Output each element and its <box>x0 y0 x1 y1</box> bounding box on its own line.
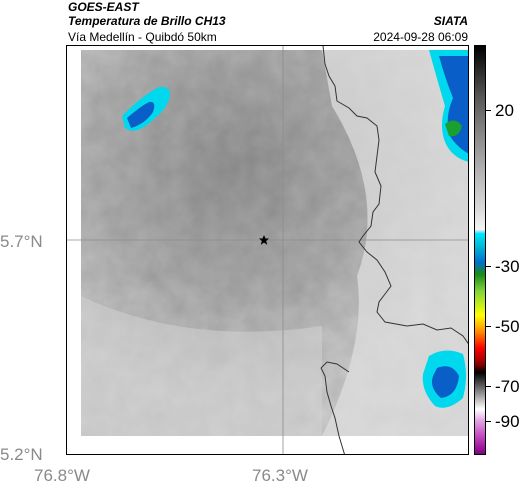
department-boundary-spur <box>320 361 350 373</box>
department-boundary-south <box>320 367 345 454</box>
cold-cloud-se <box>422 350 466 408</box>
colorbar-tick <box>486 266 491 267</box>
colorbar <box>474 45 486 455</box>
cold-cloud-ne <box>429 50 468 162</box>
colorbar-tick <box>486 386 491 387</box>
colorbar-tick <box>486 110 491 111</box>
satellite-map[interactable] <box>66 45 469 455</box>
department-boundary-north <box>322 46 468 345</box>
cold-cloud-nw <box>122 86 170 131</box>
colorbar-label-20: 20 <box>495 101 514 120</box>
clear-region <box>322 50 468 436</box>
timestamp-label: 2024-09-28 06:09 <box>373 30 468 44</box>
star-icon <box>259 235 269 245</box>
lon-label-76-8: 76.8°W <box>34 466 90 485</box>
product-title: Temperatura de Brillo CH13 <box>68 14 226 28</box>
lat-label-5-7: 5.7°N <box>0 232 43 251</box>
colorbar-label-minus30: -30 <box>495 257 520 276</box>
lat-label-5-2: 5.2°N <box>0 445 43 464</box>
map-canvas <box>67 46 468 454</box>
colorbar-label-minus50: -50 <box>495 317 520 336</box>
lon-label-76-3: 76.3°W <box>252 466 308 485</box>
colorbar-label-minus70: -70 <box>495 377 520 396</box>
colorbar-tick <box>486 421 491 422</box>
clear-region-south <box>81 296 322 436</box>
route-subtitle: Vía Medellín - Quibdó 50km <box>68 30 217 44</box>
colorbar-tick <box>486 326 491 327</box>
colorbar-label-minus90: -90 <box>495 412 520 431</box>
satellite-label: GOES-EAST <box>68 0 139 14</box>
organization-label: SIATA <box>433 14 468 28</box>
